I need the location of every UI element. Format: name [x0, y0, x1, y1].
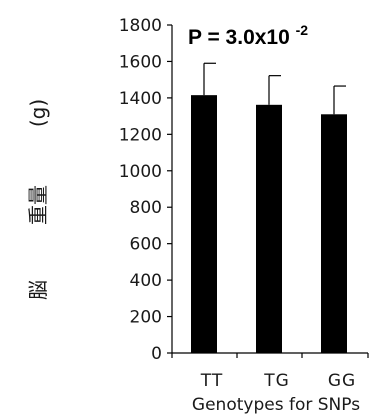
- y-axis-label-char-2: 重量: [26, 185, 50, 225]
- y-tick-label: 800: [130, 198, 162, 218]
- x-axis-label: Genotypes for SNPs: [192, 395, 360, 415]
- y-tick-label: 1800: [119, 16, 162, 36]
- bar-tt: [191, 95, 217, 354]
- y-axis-label: 脳 重量 (g): [26, 99, 50, 300]
- bar-tg: [256, 104, 282, 354]
- bars: [191, 62, 347, 354]
- x-tick-label-tt: TT: [200, 371, 223, 391]
- y-axis-label-char-1: 脳: [26, 280, 50, 300]
- y-tick-label: 1400: [119, 89, 162, 109]
- p-value-annotation: P = 3.0x10 -2: [188, 22, 308, 49]
- y-axis-label-char-3: (g): [26, 99, 50, 127]
- x-axis-category-labels: TT TG GG: [171, 353, 369, 391]
- y-tick-label: 600: [130, 235, 162, 255]
- bar-gg: [321, 114, 347, 354]
- p-value-prefix: P = 3.0x10: [188, 26, 290, 49]
- y-tick-label: 1600: [119, 52, 162, 72]
- x-tick-label-tg: TG: [263, 371, 290, 391]
- y-tick-label: 400: [130, 271, 162, 291]
- y-tick-label: 200: [130, 308, 162, 328]
- y-tick-label: 1200: [119, 125, 162, 145]
- y-tick-label: 1000: [119, 162, 162, 182]
- p-value-exponent: -2: [296, 22, 309, 38]
- y-axis-ticks: 0 200 400 600 800 1000 1200 1400 1600 1800: [119, 16, 172, 364]
- x-tick-label-gg: GG: [328, 371, 356, 391]
- y-tick-label: 0: [151, 344, 162, 364]
